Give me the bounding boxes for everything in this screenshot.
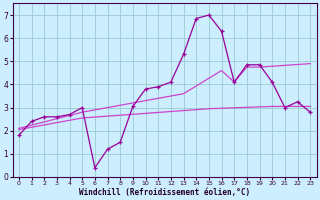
X-axis label: Windchill (Refroidissement éolien,°C): Windchill (Refroidissement éolien,°C) [79, 188, 250, 197]
